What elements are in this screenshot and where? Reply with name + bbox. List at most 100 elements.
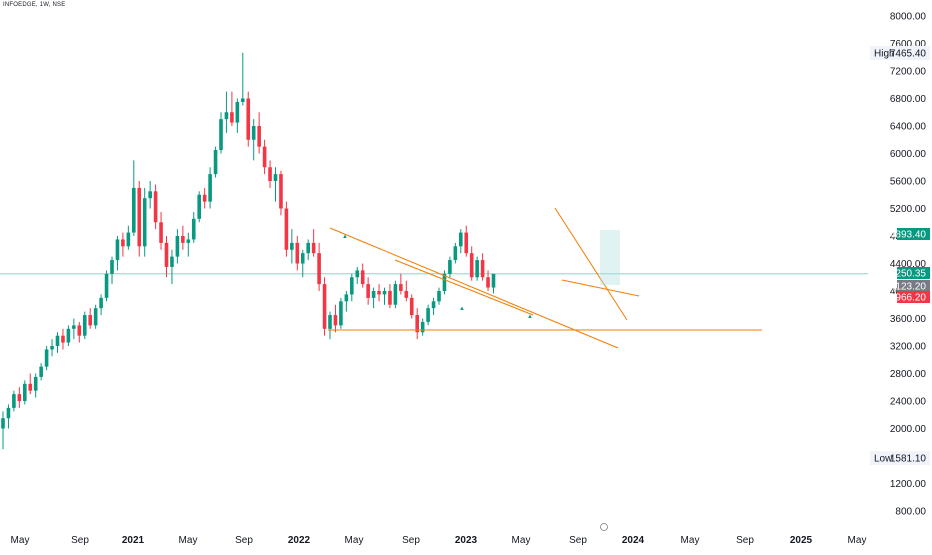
x-tick-label: May <box>11 535 30 546</box>
y-tick-label: 7200.00 <box>890 67 927 78</box>
y-tick-label: 5200.00 <box>890 204 927 215</box>
high-label: High <box>874 49 895 60</box>
candle-body <box>55 335 60 346</box>
candle-body <box>377 291 381 295</box>
y-tick-label: 6000.00 <box>890 149 927 160</box>
candle-body <box>459 232 463 247</box>
symbol-label: INFOEDGE, 1W, NSE <box>3 2 66 8</box>
x-tick-label: 2021 <box>122 535 145 546</box>
price-tag-box <box>897 291 930 303</box>
candle-body <box>175 236 180 257</box>
candle-body <box>420 321 425 333</box>
price-tag-text: 4893.40 <box>890 230 927 241</box>
candle-body <box>137 187 142 247</box>
x-tick-label: Sep <box>569 535 587 546</box>
candle-body <box>437 291 441 302</box>
candle-body <box>44 349 49 367</box>
candle-body <box>142 198 147 247</box>
candle-body <box>181 236 185 243</box>
candle-body <box>475 260 479 278</box>
candle-body <box>366 284 370 298</box>
candle-body <box>251 126 256 140</box>
candle-body <box>6 407 11 419</box>
x-tick-label: 2022 <box>288 535 311 546</box>
y-tick-label: 7600.00 <box>890 39 927 50</box>
candle-body <box>306 242 310 254</box>
marker-up-3: ▲ <box>342 234 348 240</box>
candle-body <box>431 301 436 309</box>
candle-body <box>121 239 125 247</box>
candle-body <box>110 260 114 274</box>
candle-body <box>230 112 234 123</box>
candle-body <box>382 291 387 295</box>
candle-body <box>317 253 321 285</box>
candle-body <box>453 246 458 261</box>
x-tick-label: May <box>848 535 867 546</box>
trendline <box>394 259 534 316</box>
y-tick-label: 800.00 <box>895 507 926 518</box>
candle-body <box>82 315 87 336</box>
candle-body <box>191 218 196 240</box>
candle-body <box>273 174 278 181</box>
candle-body <box>262 146 267 168</box>
candle-body <box>17 394 22 401</box>
y-tick-label: 4400.00 <box>890 259 927 270</box>
y-tick-label: 3600.00 <box>890 314 927 325</box>
candle-body <box>333 315 338 326</box>
candle-body <box>1 418 5 429</box>
price-tag-text: 4250.35 <box>890 269 927 280</box>
candle-body <box>28 383 33 391</box>
candle-body <box>360 270 365 285</box>
candle-body <box>23 383 27 401</box>
y-tick-label: 3200.00 <box>890 342 927 353</box>
candle-body <box>126 232 131 247</box>
candle-body <box>66 328 71 343</box>
low-box <box>870 451 930 465</box>
price-tag-box <box>897 228 930 240</box>
candle-body <box>339 301 343 326</box>
price-tag-text: 3966.20 <box>890 293 927 304</box>
trendline <box>554 207 628 321</box>
x-tick-label: 2024 <box>622 535 645 546</box>
candle-body <box>344 294 349 302</box>
candle-body <box>284 208 289 250</box>
candle-body <box>235 101 240 123</box>
y-tick-label: 5600.00 <box>890 177 927 188</box>
x-tick-label: Sep <box>402 535 420 546</box>
trendline <box>329 227 619 349</box>
candle-body <box>33 376 38 391</box>
candle-body <box>399 284 403 291</box>
y-tick-label: 1200.00 <box>890 479 927 490</box>
candle-body <box>213 150 218 175</box>
candle-body <box>393 284 398 305</box>
x-tick-label: 2025 <box>790 535 813 546</box>
candle-body <box>148 191 152 199</box>
candle-body <box>104 273 109 298</box>
trendline <box>561 279 640 297</box>
candle-body <box>202 194 207 202</box>
candle-body <box>219 119 223 151</box>
candle-body <box>290 242 294 250</box>
y-tick-label: 6800.00 <box>890 94 927 105</box>
x-tick-label: 2023 <box>455 535 478 546</box>
price-tag-box <box>897 280 930 292</box>
high-value: 7465.40 <box>890 49 927 60</box>
candle-body <box>257 126 261 147</box>
candle-body <box>469 253 474 278</box>
candle-body <box>322 284 327 329</box>
x-tick-label: May <box>345 535 364 546</box>
candle-body <box>311 242 316 254</box>
candle-body <box>279 174 283 209</box>
x-tick-label: May <box>179 535 198 546</box>
candle-body <box>246 98 251 140</box>
candle-body <box>61 335 65 343</box>
y-tick-label: 8000.00 <box>890 12 927 23</box>
candle-body <box>77 325 82 336</box>
candle-body <box>409 297 414 316</box>
candle-body <box>224 112 229 120</box>
low-label: Low <box>874 454 893 465</box>
candle-body <box>186 239 191 243</box>
price-tag: 4893.40 <box>890 228 930 241</box>
